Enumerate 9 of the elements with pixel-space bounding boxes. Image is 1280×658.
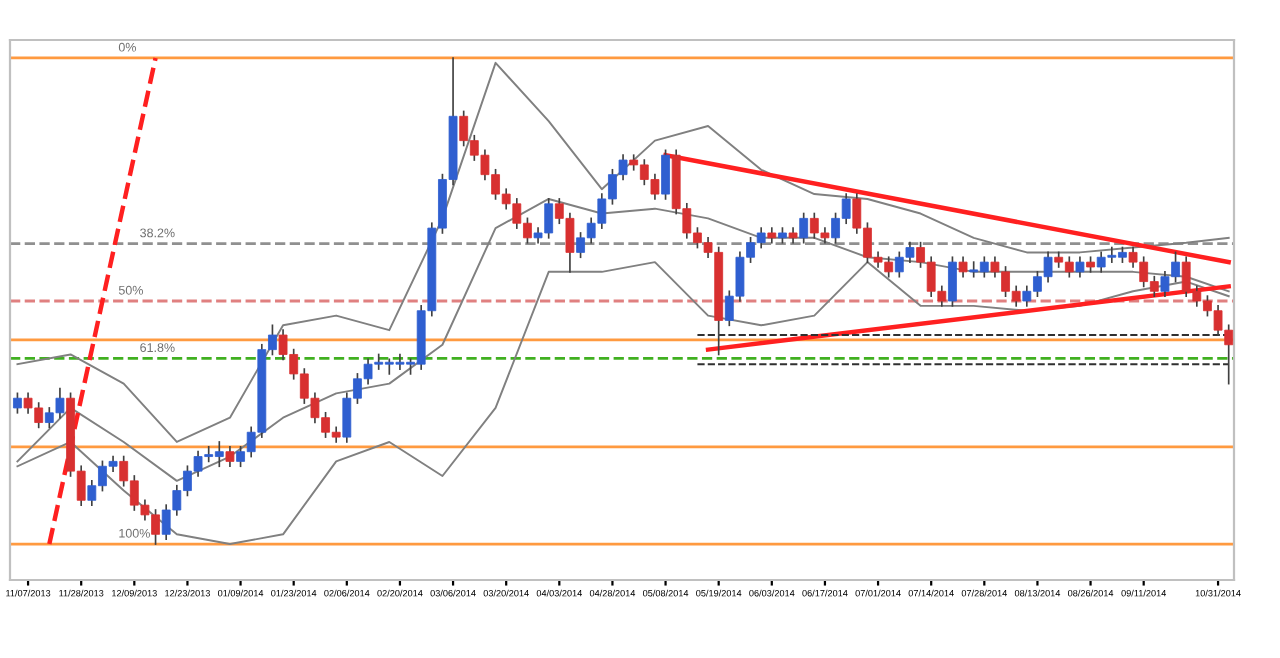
- candlestick: [225, 445, 235, 468]
- candlestick: [788, 227, 798, 244]
- candlestick: [767, 227, 777, 244]
- candlestick: [661, 149, 670, 200]
- candlestick: [799, 212, 809, 244]
- candlestick: [13, 392, 22, 414]
- candlestick: [958, 256, 968, 278]
- candlestick: [1075, 256, 1085, 278]
- candlestick: [948, 256, 957, 307]
